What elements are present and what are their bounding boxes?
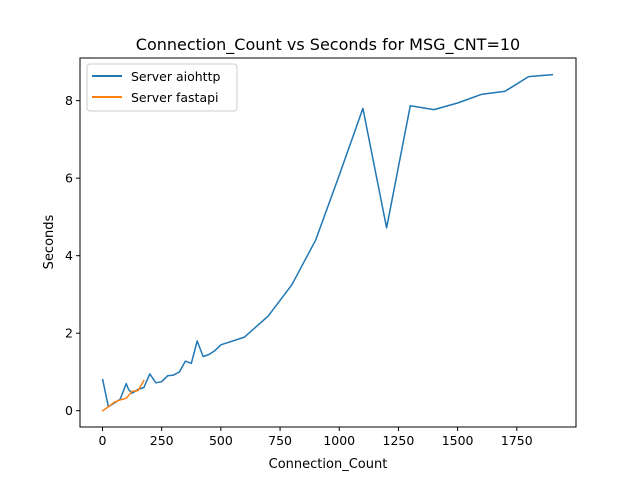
legend-label-aiohttp: Server aiohttp: [131, 69, 220, 84]
chart-title: Connection_Count vs Seconds for MSG_CNT=…: [136, 35, 520, 55]
x-tick-label: 0: [99, 433, 107, 448]
legend: Server aiohttp Server fastapi: [86, 63, 238, 112]
series-line-1: [101, 379, 145, 412]
legend-box: [86, 63, 238, 112]
x-tick-label: 1000: [323, 433, 355, 448]
x-tick-label: 250: [150, 433, 174, 448]
legend-label-fastapi: Server fastapi: [131, 90, 219, 105]
y-axis-ticks: 0 2 4 6 8: [65, 93, 80, 418]
x-tick-label: 500: [209, 433, 233, 448]
x-tick-label: 1750: [501, 433, 533, 448]
plot-frame: [79, 57, 577, 428]
x-axis-ticks: 0 250 500 750 1000 1250 1500 1750: [99, 427, 533, 448]
series-layer: [101, 73, 554, 412]
y-axis-title: Seconds: [42, 214, 57, 269]
y-tick-label: 2: [65, 326, 73, 341]
x-axis-title: Connection_Count: [269, 457, 388, 472]
x-tick-label: 1500: [442, 433, 474, 448]
y-tick-label: 0: [65, 403, 73, 418]
y-tick-label: 6: [65, 171, 73, 186]
y-tick-label: 8: [65, 93, 73, 108]
x-tick-label: 750: [268, 433, 292, 448]
x-tick-label: 1250: [383, 433, 415, 448]
y-tick-label: 4: [65, 248, 73, 263]
